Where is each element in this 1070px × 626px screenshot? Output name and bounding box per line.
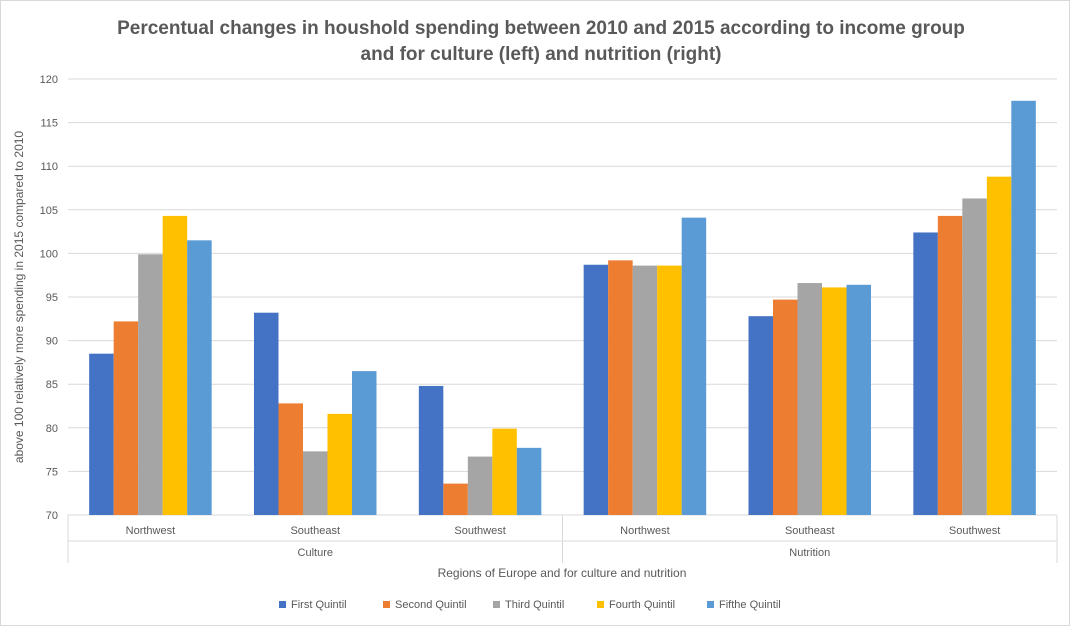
x-axis-title: Regions of Europe and for culture and nu… <box>438 566 687 580</box>
bar <box>89 353 114 515</box>
y-tick-label: 90 <box>46 336 58 348</box>
bar <box>467 456 493 515</box>
x-category-label: Southwest <box>454 525 505 537</box>
bar <box>352 371 377 515</box>
bar <box>1011 100 1036 516</box>
legend-label: Fourth Quintil <box>609 599 675 611</box>
y-tick-label: 80 <box>46 423 58 435</box>
chart-title-line-2: and for culture (left) and nutrition (ri… <box>361 44 722 65</box>
chart-title-line-1: Percentual changes in houshold spending … <box>117 18 965 39</box>
x-group-label: Culture <box>298 547 333 559</box>
bar <box>681 217 707 515</box>
y-tick-label: 105 <box>40 205 58 217</box>
bar <box>822 287 847 515</box>
y-tick-label: 95 <box>46 292 58 304</box>
legend-label: Third Quintil <box>505 599 564 611</box>
y-tick-label: 70 <box>46 510 58 522</box>
legend-swatch <box>383 601 390 608</box>
bar <box>443 483 468 515</box>
bar <box>846 284 871 515</box>
bar <box>986 176 1012 515</box>
y-tick-label: 75 <box>46 466 58 478</box>
y-tick-label: 85 <box>46 379 58 391</box>
bar <box>748 316 773 515</box>
bar <box>962 198 987 516</box>
bar <box>187 240 212 515</box>
x-category-label: Northwest <box>126 525 176 537</box>
bar <box>516 447 542 515</box>
bar <box>254 312 279 515</box>
legend-swatch <box>707 601 714 608</box>
bar <box>303 451 328 515</box>
bar <box>773 299 798 515</box>
x-category-label: Southeast <box>785 525 835 537</box>
legend-swatch <box>493 601 500 608</box>
legend-label: Second Quintil <box>395 599 467 611</box>
legend-label: First Quintil <box>291 599 347 611</box>
bar <box>113 321 139 515</box>
bar <box>608 260 633 515</box>
bar <box>327 413 352 515</box>
legend-swatch <box>279 601 286 608</box>
y-tick-label: 115 <box>40 118 58 130</box>
x-group-label: Nutrition <box>789 547 830 559</box>
bar <box>162 215 188 516</box>
bar <box>657 265 682 515</box>
bar <box>913 232 938 516</box>
bar <box>138 254 163 515</box>
bar <box>797 283 822 515</box>
legend: First Quintil Second Quintil Third Quintil… <box>279 599 781 611</box>
bars <box>89 100 1036 516</box>
bar <box>632 265 658 515</box>
bar <box>492 428 517 515</box>
x-axis: Northwest Southeast Southwest Northwest Sout… <box>67 515 1058 563</box>
y-axis-tick-labels: 70 75 80 85 90 95 100 105 110 115 120 <box>40 74 58 522</box>
y-tick-label: 110 <box>40 161 58 173</box>
bar <box>278 403 303 515</box>
bar <box>937 215 963 516</box>
x-category-label: Southwest <box>949 525 1000 537</box>
legend-swatch <box>597 601 604 608</box>
x-category-label: Southeast <box>290 525 340 537</box>
legend-label: Fifthe Quintil <box>719 599 781 611</box>
bar <box>418 385 444 515</box>
bar <box>583 264 609 515</box>
y-tick-label: 100 <box>40 248 58 260</box>
y-tick-label: 120 <box>40 74 58 86</box>
y-axis-title: above 100 relatively more spending in 20… <box>12 131 26 464</box>
gridlines <box>68 78 1057 516</box>
x-category-label: Northwest <box>620 525 670 537</box>
